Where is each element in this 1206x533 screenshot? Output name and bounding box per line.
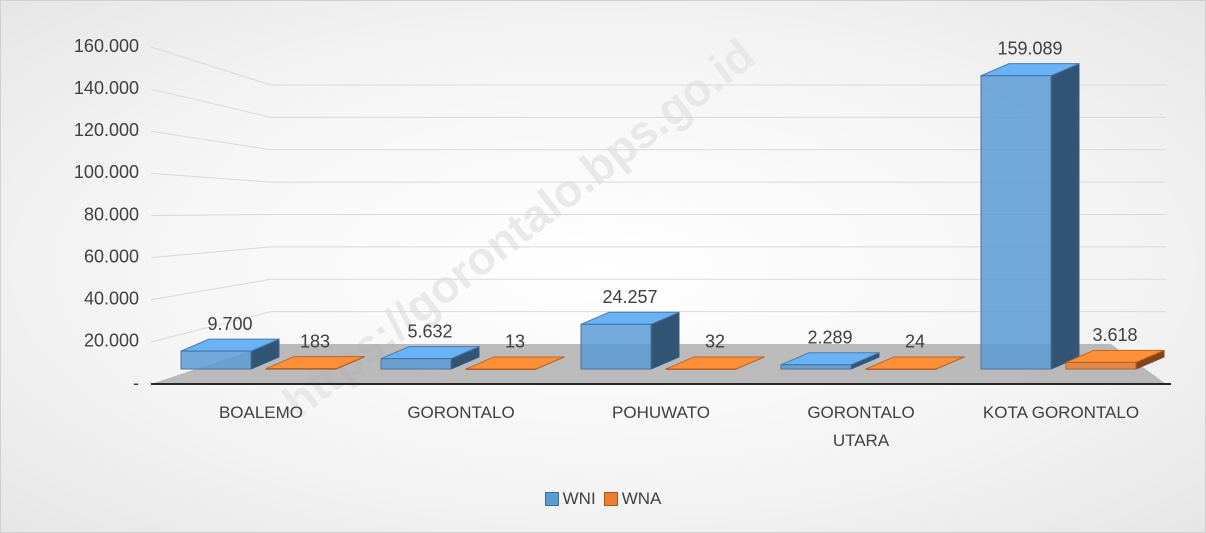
legend: WNI WNA (1, 489, 1205, 511)
data-label: 5.632 (407, 321, 452, 341)
bar-group (465, 356, 565, 370)
bar (380, 358, 452, 370)
grid-line (150, 130, 1166, 151)
x-tick-label: KOTA GORONTALO (982, 403, 1140, 422)
bar-group (980, 62, 1080, 370)
data-label: 159.089 (997, 38, 1062, 58)
bar-group (380, 345, 480, 370)
bar (1065, 361, 1137, 370)
legend-label: WNA (621, 489, 662, 508)
x-tick-label: GORONTALO UTARA (807, 403, 915, 450)
bar-side (1050, 62, 1080, 370)
y-tick-label: 80.000 (84, 204, 139, 224)
legend-swatch (603, 492, 618, 506)
bar (265, 368, 337, 370)
x-tick-label: BOALEMO (218, 403, 304, 422)
legend-swatch (544, 492, 559, 506)
bar (465, 368, 537, 370)
bar-group (665, 356, 765, 370)
y-tick-label: 40.000 (84, 289, 139, 309)
x-tick-label: GORONTALO (407, 403, 515, 422)
legend-label: WNI (562, 489, 596, 508)
bar-group (865, 356, 965, 370)
bar-group (1065, 349, 1165, 370)
grid-line (150, 88, 1166, 118)
data-label: 2.289 (807, 328, 852, 348)
y-tick-label: 60.000 (84, 246, 139, 266)
data-label: 9.700 (207, 314, 252, 334)
data-label: 13 (505, 332, 525, 352)
grid-line (150, 311, 1166, 343)
data-label: 3.618 (1092, 325, 1137, 345)
data-label: 24 (905, 332, 925, 352)
y-tick-label: 160.000 (74, 36, 139, 56)
grid-line (150, 278, 1166, 301)
bar (180, 350, 252, 370)
bar-group (780, 352, 880, 370)
y-tick-label: 140.000 (74, 78, 139, 98)
legend-item: WNI (544, 489, 596, 509)
y-tick-label: 120.000 (74, 120, 139, 140)
data-label: 32 (705, 332, 725, 352)
legend-item: WNA (603, 489, 662, 509)
bar (580, 323, 652, 370)
bar (665, 368, 737, 370)
grid-line (150, 246, 1166, 259)
y-tick-label: 20.000 (84, 331, 139, 351)
x-tick-label: POHUWATO (612, 403, 710, 422)
data-label: 24.257 (602, 287, 657, 307)
bar-group (265, 355, 365, 370)
grid-line (150, 172, 1166, 183)
y-tick-label: - (133, 373, 139, 393)
bar-group (580, 311, 680, 370)
bar (865, 368, 937, 370)
grid-line (150, 214, 1166, 216)
bar (980, 75, 1052, 370)
grid-line (150, 46, 1166, 86)
bar-group (180, 338, 280, 370)
y-tick-label: 100.000 (74, 162, 139, 182)
data-label: 183 (300, 331, 330, 351)
bar (780, 364, 852, 370)
